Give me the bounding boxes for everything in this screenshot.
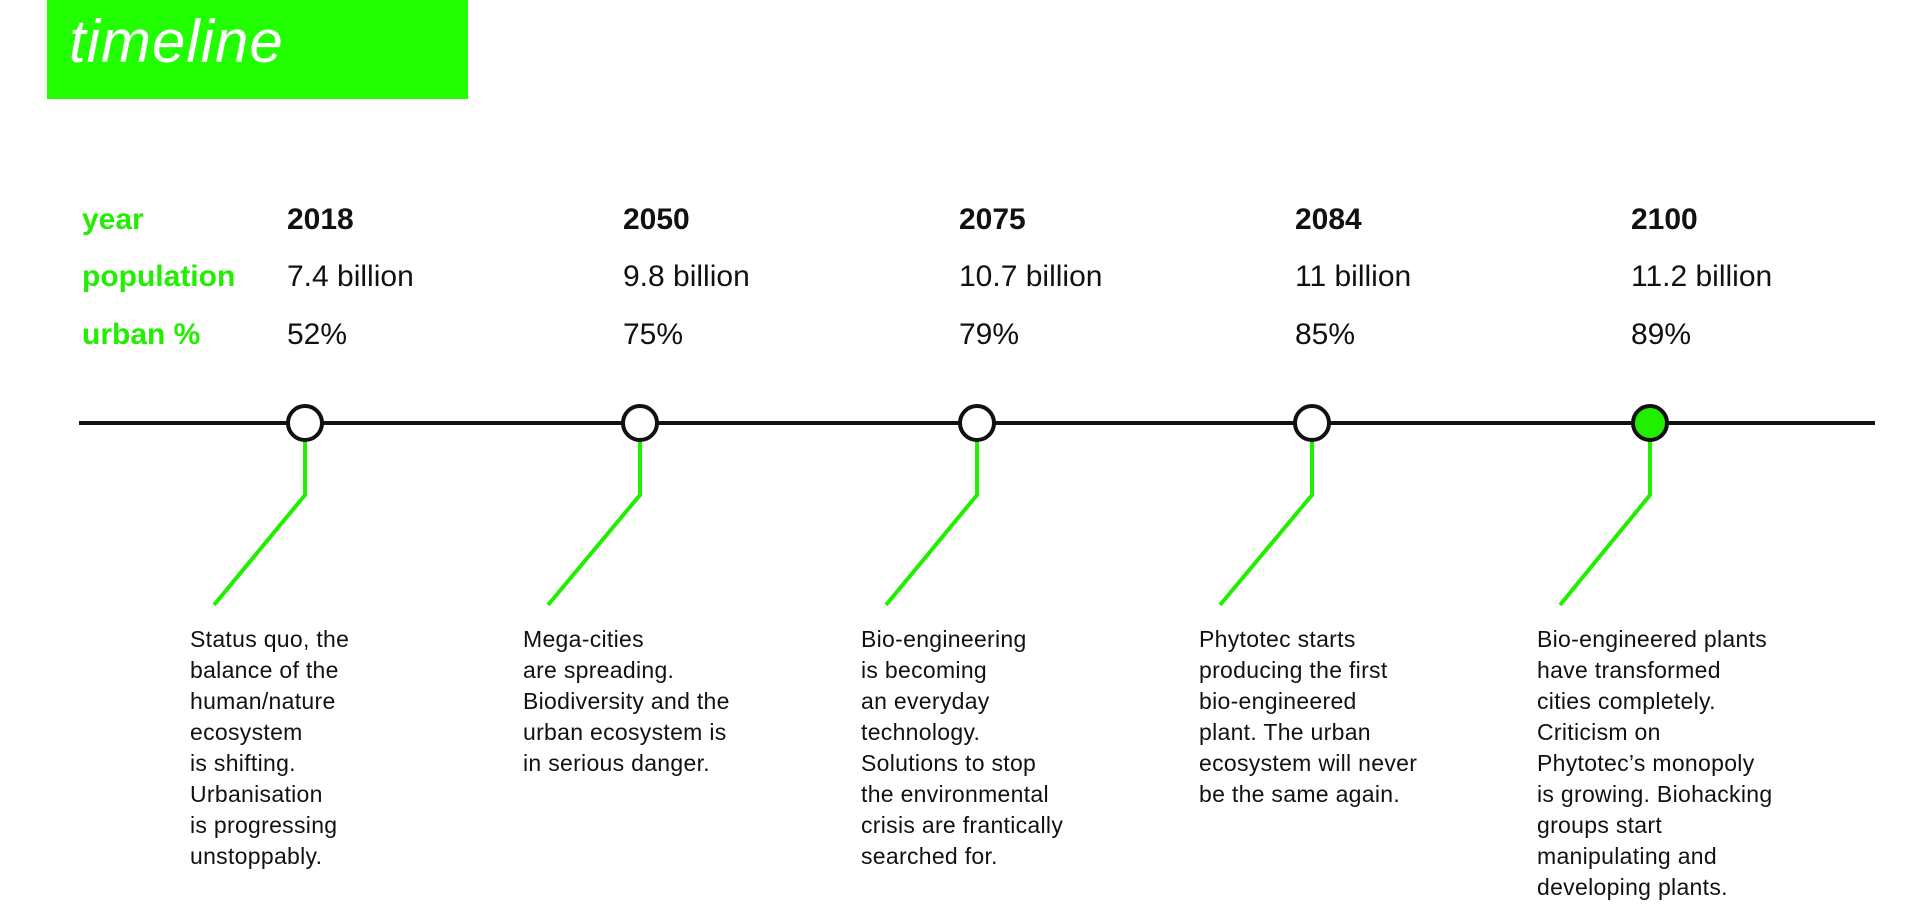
connector-line xyxy=(884,440,979,607)
description-line: balance of the xyxy=(190,657,339,683)
description-line: crisis are frantically xyxy=(861,812,1064,838)
milestone-description: Bio-engineered plants have transformed c… xyxy=(1537,624,1772,903)
description-line: Bio-engineering xyxy=(861,626,1027,652)
description-line: Criticism on xyxy=(1537,719,1661,745)
milestone-description: Bio-engineering is becoming an everyday … xyxy=(861,624,1063,872)
description-line: developing plants. xyxy=(1537,874,1728,900)
description-line: plant. The urban xyxy=(1199,719,1371,745)
milestone-description: Phytotec starts producing the first bio-… xyxy=(1199,624,1417,810)
connector-line xyxy=(212,440,307,607)
milestone-node[interactable] xyxy=(1293,404,1331,442)
milestone-population: 10.7 billion xyxy=(959,260,1103,293)
description-line: are spreading. xyxy=(523,657,675,683)
description-line: Biodiversity and the xyxy=(523,688,730,714)
description-line: cities completely. xyxy=(1537,688,1716,714)
description-line: bio-engineered xyxy=(1199,688,1357,714)
description-line: Urbanisation xyxy=(190,781,323,807)
connector-line xyxy=(1218,440,1314,607)
title-banner: timeline xyxy=(47,0,468,99)
description-line: is becoming xyxy=(861,657,988,683)
milestone-population: 11.2 billion xyxy=(1631,260,1773,293)
description-line: an everyday xyxy=(861,688,990,714)
description-line: urban ecosystem is xyxy=(523,719,727,745)
milestone-node[interactable] xyxy=(286,404,324,442)
description-line: Solutions to stop xyxy=(861,750,1037,776)
milestone-description: Mega-cities are spreading. Biodiversity … xyxy=(523,624,730,779)
description-line: is growing. Biohacking xyxy=(1537,781,1773,807)
milestone-year: 2075 xyxy=(959,203,1026,236)
description-line: Phytotec starts xyxy=(1199,626,1356,652)
description-line: ecosystem will never xyxy=(1199,750,1418,776)
description-line: groups start xyxy=(1537,812,1663,838)
milestone-year: 2050 xyxy=(623,203,690,236)
milestone-urban: 79% xyxy=(959,318,1020,351)
description-line: Mega-cities xyxy=(523,626,644,652)
connector-line xyxy=(546,440,642,607)
description-line: have transformed xyxy=(1537,657,1721,683)
description-line: be the same again. xyxy=(1199,781,1401,807)
description-line: in serious danger. xyxy=(523,750,710,776)
milestone-year: 2018 xyxy=(287,203,354,236)
description-line: the environmental xyxy=(861,781,1049,807)
description-line: searched for. xyxy=(861,843,998,869)
description-line: producing the first xyxy=(1199,657,1388,683)
description-line: Status quo, the xyxy=(190,626,350,652)
description-line: ecosystem xyxy=(190,719,303,745)
milestone-year: 2084 xyxy=(1295,203,1362,236)
milestone-population: 9.8 billion xyxy=(623,260,750,293)
description-line: Phytotec’s monopoly xyxy=(1537,750,1755,776)
milestone-node[interactable] xyxy=(958,404,996,442)
milestone-description: Status quo, the balance of the human/nat… xyxy=(190,624,349,872)
milestone-urban: 85% xyxy=(1295,318,1356,351)
description-line: is progressing xyxy=(190,812,338,838)
milestone-node[interactable] xyxy=(621,404,659,442)
milestone-urban: 52% xyxy=(287,318,348,351)
description-line: is shifting. xyxy=(190,750,296,776)
description-line: technology. xyxy=(861,719,981,745)
milestone-year: 2100 xyxy=(1631,203,1698,236)
description-line: manipulating and xyxy=(1537,843,1717,869)
milestone-population: 7.4 billion xyxy=(287,260,414,293)
row-label-year: year xyxy=(82,203,144,236)
row-label-urban: urban % xyxy=(82,318,201,351)
description-line: unstoppably. xyxy=(190,843,323,869)
milestone-urban: 89% xyxy=(1631,318,1692,351)
page-title: timeline xyxy=(69,8,284,75)
description-line: Bio-engineered plants xyxy=(1537,626,1768,652)
milestone-node-highlighted[interactable] xyxy=(1631,404,1669,442)
description-line: human/nature xyxy=(190,688,336,714)
row-label-population: population xyxy=(82,260,236,293)
milestone-population: 11 billion xyxy=(1295,260,1412,293)
milestone-urban: 75% xyxy=(623,318,684,351)
connector-line xyxy=(1558,440,1652,607)
